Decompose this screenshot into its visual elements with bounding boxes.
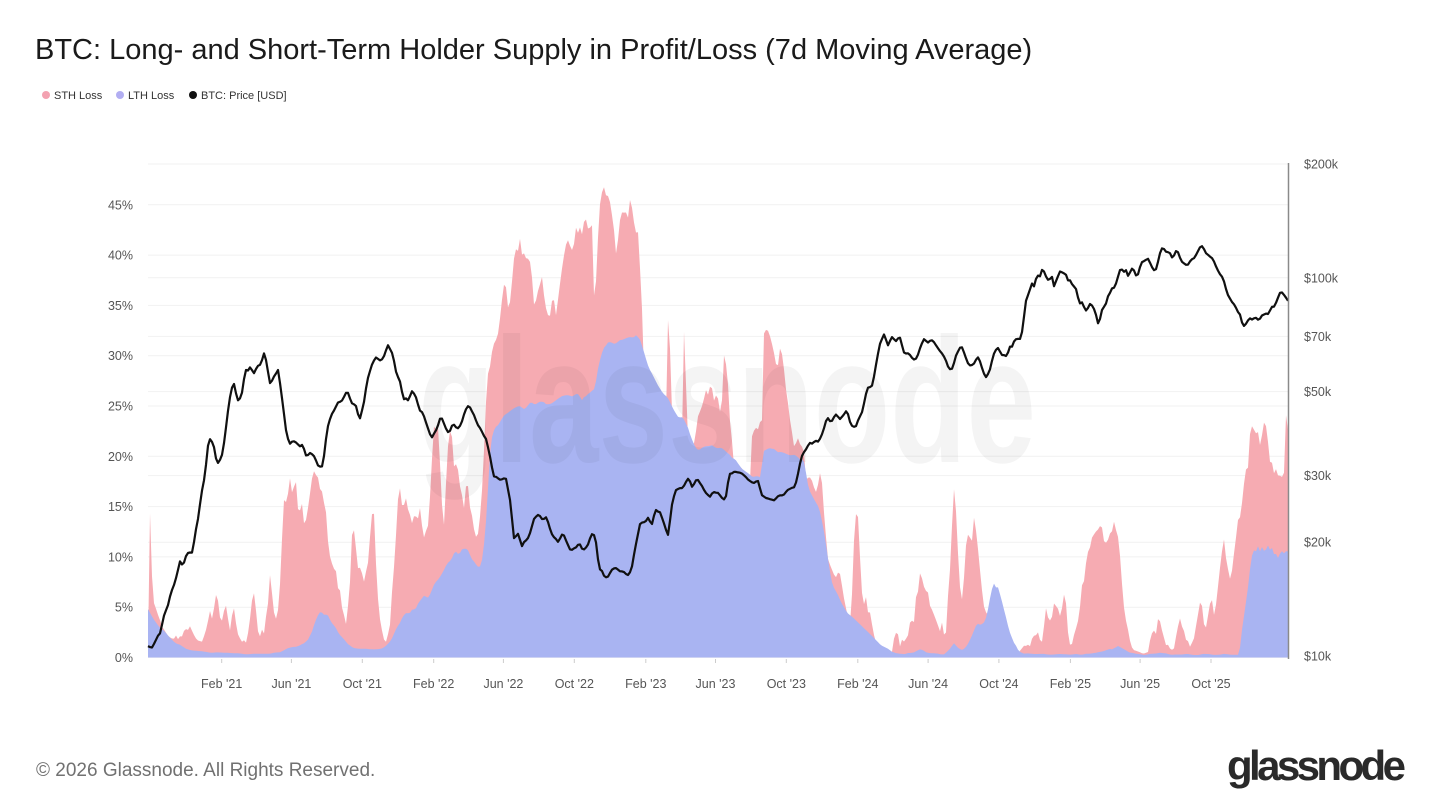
- svg-text:glassnode: glassnode: [1227, 742, 1405, 789]
- svg-text:Jun '22: Jun '22: [483, 677, 523, 691]
- svg-text:Feb '23: Feb '23: [625, 677, 666, 691]
- svg-text:5%: 5%: [115, 601, 133, 615]
- svg-text:Oct '23: Oct '23: [767, 677, 806, 691]
- svg-text:Jun '23: Jun '23: [696, 677, 736, 691]
- svg-text:20%: 20%: [108, 450, 133, 464]
- svg-text:Feb '24: Feb '24: [837, 677, 878, 691]
- svg-text:LTH Loss: LTH Loss: [128, 90, 175, 102]
- svg-text:Jun '25: Jun '25: [1120, 677, 1160, 691]
- svg-text:25%: 25%: [108, 400, 133, 414]
- svg-text:© 2026 Glassnode. All Rights R: © 2026 Glassnode. All Rights Reserved.: [36, 760, 375, 781]
- svg-text:$70k: $70k: [1304, 330, 1332, 344]
- svg-text:$10k: $10k: [1304, 650, 1332, 664]
- svg-text:Feb '21: Feb '21: [201, 677, 242, 691]
- svg-text:35%: 35%: [108, 299, 133, 313]
- svg-text:10%: 10%: [108, 550, 133, 564]
- svg-text:STH Loss: STH Loss: [54, 90, 103, 102]
- svg-text:$30k: $30k: [1304, 469, 1332, 483]
- svg-text:$200k: $200k: [1304, 158, 1339, 172]
- svg-text:Oct '25: Oct '25: [1191, 677, 1230, 691]
- svg-text:$100k: $100k: [1304, 271, 1339, 285]
- svg-text:BTC: Long- and Short-Term Hold: BTC: Long- and Short-Term Holder Supply …: [35, 34, 1032, 66]
- svg-text:Jun '24: Jun '24: [908, 677, 948, 691]
- svg-text:40%: 40%: [108, 249, 133, 263]
- svg-text:Feb '25: Feb '25: [1050, 677, 1091, 691]
- svg-text:Feb '22: Feb '22: [413, 677, 454, 691]
- svg-text:glassnode: glassnode: [418, 301, 1036, 500]
- svg-text:0%: 0%: [115, 651, 133, 665]
- svg-text:Oct '24: Oct '24: [979, 677, 1018, 691]
- svg-text:Jun '21: Jun '21: [271, 677, 311, 691]
- svg-text:$50k: $50k: [1304, 385, 1332, 399]
- svg-text:15%: 15%: [108, 500, 133, 514]
- svg-text:45%: 45%: [108, 198, 133, 212]
- svg-text:Oct '22: Oct '22: [555, 677, 594, 691]
- svg-text:$20k: $20k: [1304, 536, 1332, 550]
- svg-text:30%: 30%: [108, 349, 133, 363]
- svg-text:Oct '21: Oct '21: [343, 677, 382, 691]
- svg-text:BTC: Price [USD]: BTC: Price [USD]: [201, 90, 287, 102]
